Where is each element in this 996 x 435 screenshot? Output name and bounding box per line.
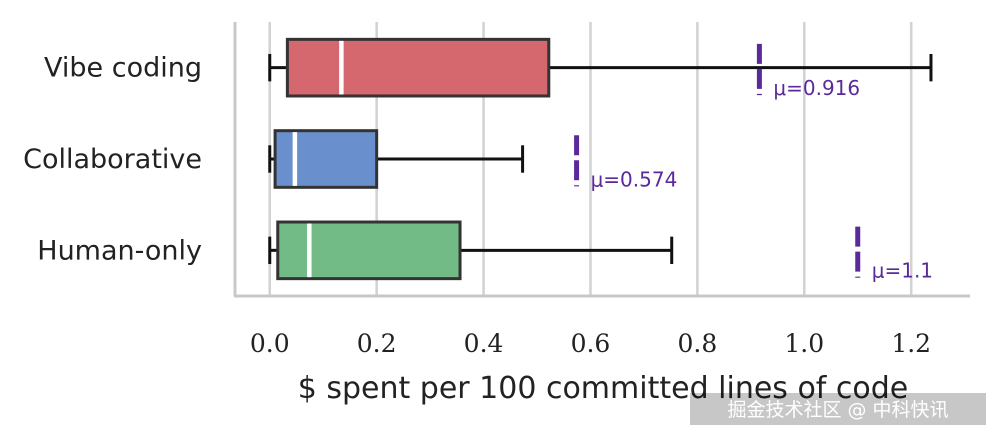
- x-tick-label-3: 0.6: [571, 329, 611, 358]
- series-1: Collaborative μ=0.574: [23, 129, 678, 191]
- tick-labels: 0.0 0.2 0.4 0.6 0.8 1.0 1.2: [250, 329, 931, 358]
- category-label-1: Collaborative: [23, 144, 202, 175]
- category-label-0: Vibe coding: [44, 53, 202, 84]
- box-1: [273, 129, 379, 189]
- mean-label-2: μ=1.1: [872, 259, 933, 283]
- watermark: 掘金技术社区 @ 中科快讯: [690, 393, 986, 425]
- x-tick-label-2: 0.4: [464, 329, 504, 358]
- box-2: [276, 220, 462, 281]
- series-0: Vibe coding μ=0.916: [44, 37, 933, 100]
- box-0: [285, 37, 551, 98]
- mean-label-0: μ=0.916: [773, 76, 860, 100]
- watermark-text: 掘金技术社区 @ 中科快讯: [727, 399, 948, 421]
- x-tick-label-0: 0.0: [250, 329, 290, 358]
- x-tick-label-1: 0.2: [357, 329, 397, 358]
- axis-layer: [233, 22, 970, 298]
- x-tick-label-6: 1.2: [891, 329, 931, 358]
- x-tick-label-5: 1.0: [784, 329, 824, 358]
- x-tick-label-4: 0.8: [677, 329, 717, 358]
- category-label-2: Human-only: [37, 235, 202, 266]
- x-axis-label: $ spent per 100 committed lines of code: [298, 371, 909, 406]
- box-layer: Vibe coding μ=0.916 Collaborative μ=0.574 Hu…: [23, 37, 933, 283]
- mean-label-1: μ=0.574: [591, 167, 678, 191]
- series-2: Human-only μ=1.1: [37, 220, 933, 283]
